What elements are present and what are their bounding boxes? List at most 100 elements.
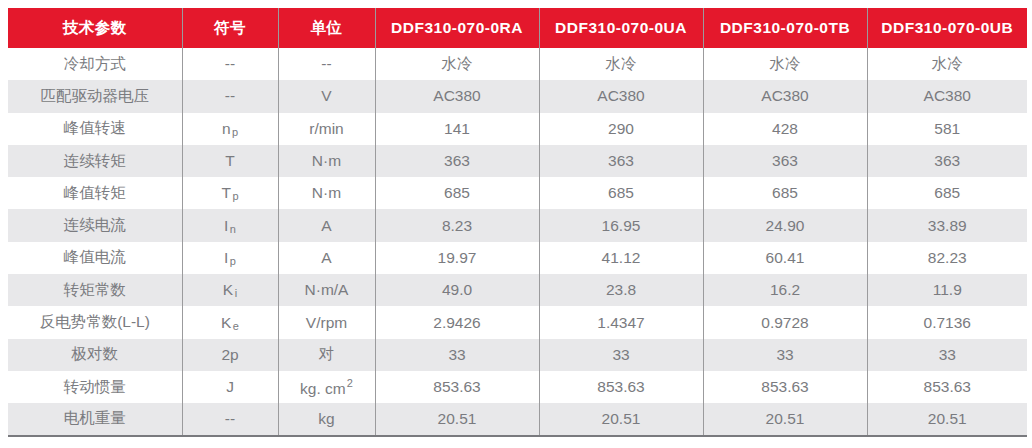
value-cell: 853.63 <box>375 371 539 403</box>
table-row: 匹配驱动器电压--VAC380AC380AC380AC380 <box>8 80 1027 112</box>
parameter-label-cell: 峰值转速 <box>8 113 182 145</box>
unit-cell: N·m/A <box>278 274 375 306</box>
value-cell: 33 <box>539 339 703 371</box>
table-body: 冷却方式----水冷水冷水冷水冷匹配驱动器电压--VAC380AC380AC38… <box>8 48 1027 436</box>
unit-base: A <box>321 217 331 234</box>
unit-cell: A <box>278 209 375 241</box>
value-cell: 853.63 <box>539 371 703 403</box>
parameter-label-cell: 反电势常数(L-L) <box>8 306 182 338</box>
unit-base: A <box>321 249 331 266</box>
symbol-cell: Tp <box>182 177 278 209</box>
symbol-cell: Ki <box>182 274 278 306</box>
symbol-cell: -- <box>182 48 278 80</box>
page: 技术参数 符号 单位 DDF310-070-0RA DDF310-070-0UA… <box>0 0 1032 448</box>
unit-cell: N·m <box>278 177 375 209</box>
value-cell: 1.4347 <box>539 306 703 338</box>
value-cell: AC380 <box>867 80 1027 112</box>
col-header-parameter: 技术参数 <box>8 8 182 48</box>
unit-base: kg <box>318 410 334 427</box>
col-header-model-0ua: DDF310-070-0UA <box>539 8 703 48</box>
symbol-subscript: e <box>233 320 239 332</box>
symbol-base: T <box>221 184 230 201</box>
value-cell: 60.41 <box>703 242 867 274</box>
value-cell: 23.8 <box>539 274 703 306</box>
unit-base: V/rpm <box>306 314 347 331</box>
unit-cell: N·m <box>278 145 375 177</box>
value-cell: 685 <box>867 177 1027 209</box>
symbol-cell: Ip <box>182 242 278 274</box>
value-cell: 0.7136 <box>867 306 1027 338</box>
unit-base: r/min <box>309 120 343 137</box>
symbol-subscript: p <box>230 255 236 267</box>
parameter-label-cell: 转动惯量 <box>8 371 182 403</box>
unit-cell: kg <box>278 403 375 435</box>
table-row: 冷却方式----水冷水冷水冷水冷 <box>8 48 1027 80</box>
value-cell: 685 <box>539 177 703 209</box>
symbol-base: -- <box>225 87 235 104</box>
parameter-label-cell: 峰值电流 <box>8 242 182 274</box>
value-cell: 16.95 <box>539 209 703 241</box>
table-row: 反电势常数(L-L)KeV/rpm2.94261.43470.97280.713… <box>8 306 1027 338</box>
col-header-model-0tb: DDF310-070-0TB <box>703 8 867 48</box>
parameter-label-cell: 峰值转矩 <box>8 177 182 209</box>
value-cell: 581 <box>867 113 1027 145</box>
symbol-base: -- <box>225 55 235 72</box>
value-cell: 853.63 <box>867 371 1027 403</box>
value-cell: 8.23 <box>375 209 539 241</box>
col-header-model-0ub: DDF310-070-0UB <box>867 8 1027 48</box>
table-row: 电机重量--kg20.5120.5120.5120.51 <box>8 403 1027 435</box>
col-header-model-0ra: DDF310-070-0RA <box>375 8 539 48</box>
parameter-label-cell: 匹配驱动器电压 <box>8 80 182 112</box>
value-cell: 49.0 <box>375 274 539 306</box>
header-row: 技术参数 符号 单位 DDF310-070-0RA DDF310-070-0UA… <box>8 8 1027 48</box>
value-cell: 363 <box>703 145 867 177</box>
value-cell: 33 <box>867 339 1027 371</box>
value-cell: 82.23 <box>867 242 1027 274</box>
value-cell: 11.9 <box>867 274 1027 306</box>
value-cell: 428 <box>703 113 867 145</box>
symbol-subscript: i <box>235 287 237 299</box>
value-cell: AC380 <box>375 80 539 112</box>
parameter-label-cell: 极对数 <box>8 339 182 371</box>
table-row: 转动惯量Jkg. cm2853.63853.63853.63853.63 <box>8 371 1027 403</box>
unit-base: kg. cm <box>300 380 346 397</box>
value-cell: 20.51 <box>703 403 867 435</box>
symbol-cell: -- <box>182 403 278 435</box>
value-cell: 33 <box>703 339 867 371</box>
col-header-symbol: 符号 <box>182 8 278 48</box>
unit-cell: kg. cm2 <box>278 371 375 403</box>
symbol-base: K <box>221 314 231 331</box>
value-cell: 水冷 <box>375 48 539 80</box>
symbol-cell: T <box>182 145 278 177</box>
unit-cell: -- <box>278 48 375 80</box>
table-row: 转矩常数KiN·m/A49.023.816.211.9 <box>8 274 1027 306</box>
table-row: 峰值电流IpA19.9741.1260.4182.23 <box>8 242 1027 274</box>
symbol-cell: J <box>182 371 278 403</box>
value-cell: 2.9426 <box>375 306 539 338</box>
value-cell: 24.90 <box>703 209 867 241</box>
symbol-base: 2p <box>221 346 238 363</box>
table-row: 极对数2p对33333333 <box>8 339 1027 371</box>
parameter-label-cell: 电机重量 <box>8 403 182 435</box>
symbol-base: I <box>224 249 228 266</box>
symbol-cell: Ke <box>182 306 278 338</box>
unit-cell: A <box>278 242 375 274</box>
symbol-subscript: n <box>230 223 236 235</box>
value-cell: AC380 <box>703 80 867 112</box>
value-cell: 853.63 <box>703 371 867 403</box>
value-cell: 363 <box>375 145 539 177</box>
symbol-base: K <box>223 281 233 298</box>
value-cell: 20.51 <box>539 403 703 435</box>
unit-cell: V/rpm <box>278 306 375 338</box>
unit-base: -- <box>321 55 331 72</box>
symbol-cell: 2p <box>182 339 278 371</box>
value-cell: 41.12 <box>539 242 703 274</box>
symbol-base: J <box>226 378 234 395</box>
value-cell: 685 <box>375 177 539 209</box>
symbol-base: T <box>225 152 234 169</box>
table-row: 连续电流InA8.2316.9524.9033.89 <box>8 209 1027 241</box>
value-cell: 20.51 <box>867 403 1027 435</box>
symbol-cell: -- <box>182 80 278 112</box>
value-cell: 363 <box>867 145 1027 177</box>
value-cell: 33.89 <box>867 209 1027 241</box>
